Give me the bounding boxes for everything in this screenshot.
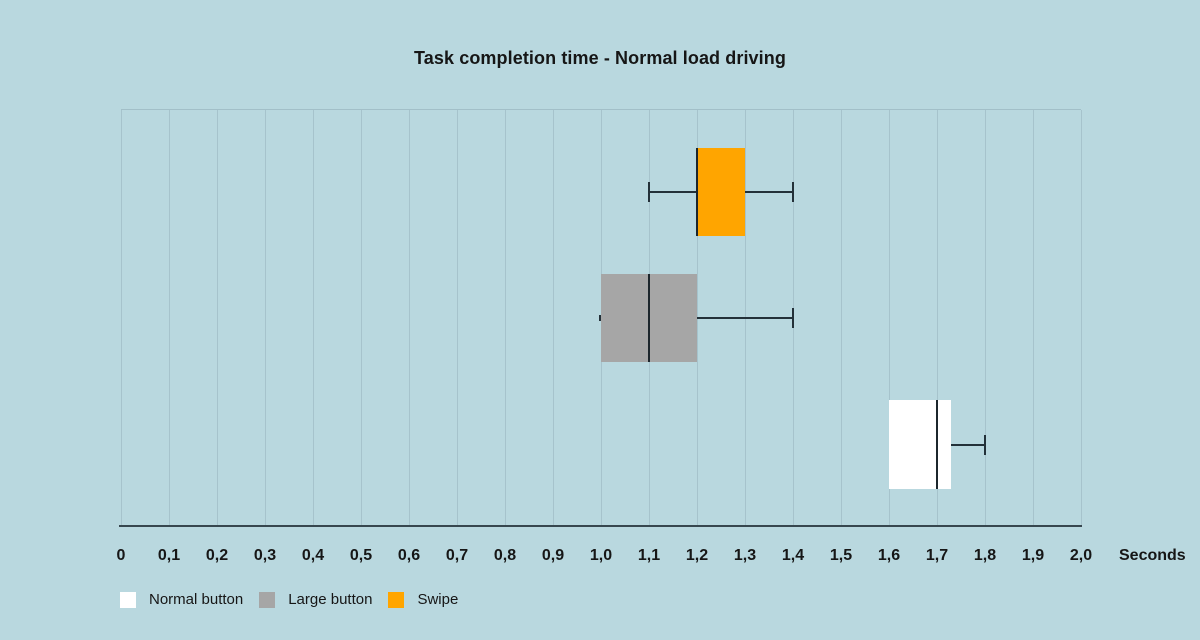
- x-tick-label: 1,2: [685, 547, 709, 564]
- x-tick-label: 1,0: [589, 547, 613, 564]
- median-line: [648, 274, 650, 362]
- gridline: [456, 110, 458, 527]
- gridline: [984, 110, 986, 527]
- x-tick-label: 0,6: [397, 547, 421, 564]
- chart-title: Task completion time - Normal load drivi…: [414, 48, 786, 68]
- x-tick-label: 1,6: [877, 547, 901, 564]
- gridline: [552, 110, 554, 527]
- x-tick-label: 1,7: [925, 547, 949, 564]
- x-tick-label: 1,3: [733, 547, 757, 564]
- x-tick-label: 2,0: [1069, 547, 1093, 564]
- gridline: [408, 110, 410, 527]
- legend-label: Large button: [288, 591, 373, 608]
- x-tick-label: 1,5: [829, 547, 853, 564]
- x-tick-label: 0,1: [157, 547, 181, 564]
- legend-label: Normal button: [149, 591, 244, 608]
- gridline: [120, 110, 122, 527]
- x-tick-label: 0,4: [301, 547, 325, 564]
- plot-area: [120, 109, 1082, 527]
- x-tick-label: 0: [116, 547, 126, 564]
- whisker-max-cap: [792, 182, 794, 202]
- whisker-right-line: [951, 443, 985, 446]
- gridline: [216, 110, 218, 527]
- whisker-max-cap: [792, 308, 794, 328]
- x-tick-label: 1,4: [781, 547, 805, 564]
- legend: Normal button Large button Swipe: [120, 591, 458, 608]
- x-tick-label: 0,7: [445, 547, 469, 564]
- whisker-min-cap: [648, 182, 650, 202]
- whisker-min-cap: [599, 315, 601, 321]
- x-axis-unit-label: Seconds: [1119, 547, 1186, 564]
- legend-swatch: [388, 591, 405, 608]
- gridline: [840, 110, 842, 527]
- x-tick-label: 0,9: [541, 547, 565, 564]
- median-line: [696, 148, 698, 236]
- x-tick-label: 1,1: [637, 547, 661, 564]
- gridline: [360, 110, 362, 527]
- x-tick-label: 0,5: [349, 547, 373, 564]
- whisker-max-cap: [984, 434, 986, 455]
- legend-swatch: [259, 591, 276, 608]
- box-swipe: [697, 148, 745, 236]
- box-normal-button: [889, 400, 952, 489]
- gridline: [936, 110, 938, 527]
- gridline: [888, 110, 890, 527]
- x-axis-line: [119, 525, 1082, 527]
- x-tick-label: 1,9: [1021, 547, 1045, 564]
- legend-item: Normal button: [120, 591, 243, 608]
- legend-item: Large button: [259, 591, 372, 608]
- x-tick-label: 0,2: [205, 547, 229, 564]
- whisker-right-line: [697, 317, 793, 319]
- x-tick-label: 1,8: [973, 547, 997, 564]
- gridline: [312, 110, 314, 527]
- legend-item: Swipe: [388, 591, 458, 608]
- whisker-left-line: [649, 191, 697, 193]
- gridline: [168, 110, 170, 527]
- x-tick-label: 0,3: [253, 547, 277, 564]
- gridline: [504, 110, 506, 527]
- gridline: [1032, 110, 1034, 527]
- gridline: [264, 110, 266, 527]
- gridline: [1080, 110, 1082, 527]
- whisker-right-line: [745, 191, 793, 193]
- x-tick-label: 0,8: [493, 547, 517, 564]
- median-line: [936, 400, 938, 489]
- legend-label: Swipe: [417, 591, 459, 608]
- legend-swatch: [120, 591, 136, 608]
